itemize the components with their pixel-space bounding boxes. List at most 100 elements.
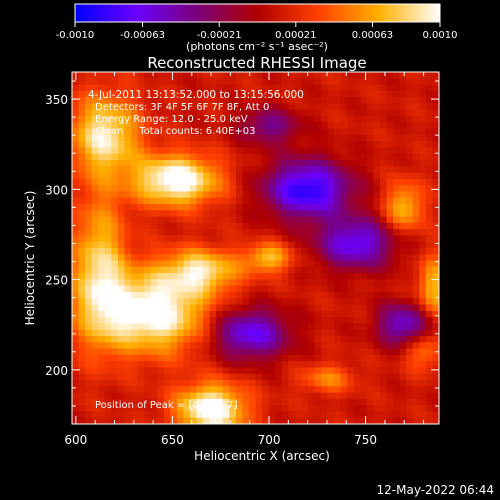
heatmap-cell [222,398,230,406]
heatmap-cell [209,411,217,419]
heatmap-cell [157,254,165,262]
heatmap-cell [242,204,250,211]
heatmap-cell [150,273,158,281]
heatmap-cell [144,304,152,312]
heatmap-cell [412,292,420,299]
heatmap-cell [393,172,401,180]
heatmap-cell [78,361,86,369]
heatmap-cell [412,248,420,255]
heatmap-cell [294,411,302,419]
heatmap-cell [72,273,80,281]
heatmap-cell [314,160,322,167]
heatmap-cell [301,361,309,369]
heatmap-cell [98,90,106,98]
heatmap-cell [111,285,119,293]
heatmap-cell [386,160,394,167]
heatmap-cell [137,248,145,255]
heatmap-cell [183,172,191,180]
heatmap-cell [229,128,237,136]
heatmap-cell [288,285,296,293]
heatmap-cell [340,103,348,111]
heatmap-cell [196,229,204,237]
heatmap-cell [347,197,355,205]
heatmap-cell [347,166,355,174]
heatmap-cell [72,411,80,419]
heatmap-cell [262,78,270,86]
heatmap-cell [124,84,132,92]
heatmap-cell [425,128,434,136]
heatmap-cell [124,298,132,306]
heatmap-cell [203,210,211,218]
heatmap-cell [419,153,427,161]
heatmap-cell [275,103,283,111]
heatmap-cell [360,342,368,350]
heatmap-cell [327,342,335,350]
heatmap-cell [268,191,276,199]
heatmap-cell [262,128,270,136]
heatmap-cell [334,329,342,337]
heatmap-cell [78,386,86,394]
heatmap-cell [104,197,112,205]
heatmap-cell [235,310,243,318]
heatmap-cell [78,417,86,424]
heatmap-cell [419,273,427,281]
heatmap-cell [373,109,381,117]
heatmap-cell [353,197,361,205]
heatmap-cell [189,103,198,111]
heatmap-cell [104,109,112,117]
heatmap-cell [85,235,93,243]
heatmap-cell [360,405,368,413]
heatmap-cell [275,210,283,218]
heatmap-cell [406,84,414,92]
heatmap-cell [144,222,152,230]
heatmap-cell [78,323,86,331]
heatmap-cell [301,317,309,325]
heatmap-cell [406,122,414,130]
heatmap-cell [347,292,355,299]
heatmap-cell [189,279,198,287]
heatmap-cell [170,248,178,255]
heatmap-cell [360,141,368,149]
heatmap-cell [301,90,309,98]
heatmap-cell [104,97,112,105]
heatmap-cell [366,141,375,149]
heatmap-cell [393,216,401,224]
heatmap-cell [399,178,407,186]
heatmap-cell [183,336,191,343]
heatmap-cell [222,241,230,249]
heatmap-cell [386,78,394,86]
heatmap-cell [386,417,394,424]
heatmap-cell [163,222,171,230]
heatmap-cell [425,367,434,375]
heatmap-cell [203,191,211,199]
heatmap-cell [353,141,361,149]
heatmap-cell [196,361,204,369]
heatmap-cell [216,90,224,98]
heatmap-cell [432,285,439,293]
heatmap-cell [85,147,93,155]
heatmap-cell [144,90,152,98]
heatmap-cell [380,273,388,281]
heatmap-cell [432,298,439,306]
heatmap-cell [91,398,99,406]
heatmap-cell [85,273,93,281]
heatmap-cell [268,109,276,117]
heatmap-cell [268,273,276,281]
heatmap-cell [157,166,165,174]
heatmap-cell [288,153,296,161]
heatmap-cell [91,317,99,325]
heatmap-cell [334,204,342,211]
heatmap-cell [399,204,407,211]
heatmap-cell [262,392,270,400]
heatmap-cell [314,235,322,243]
heatmap-cell [340,122,348,130]
heatmap-cell [150,380,158,387]
heatmap-cell [222,405,230,413]
heatmap-cell [157,122,165,130]
heatmap-cell [406,386,414,394]
heatmap-cell [78,166,86,174]
heatmap-cell [229,235,237,243]
heatmap-cell [425,298,434,306]
heatmap-cell [314,166,322,174]
heatmap-cell [124,103,132,111]
